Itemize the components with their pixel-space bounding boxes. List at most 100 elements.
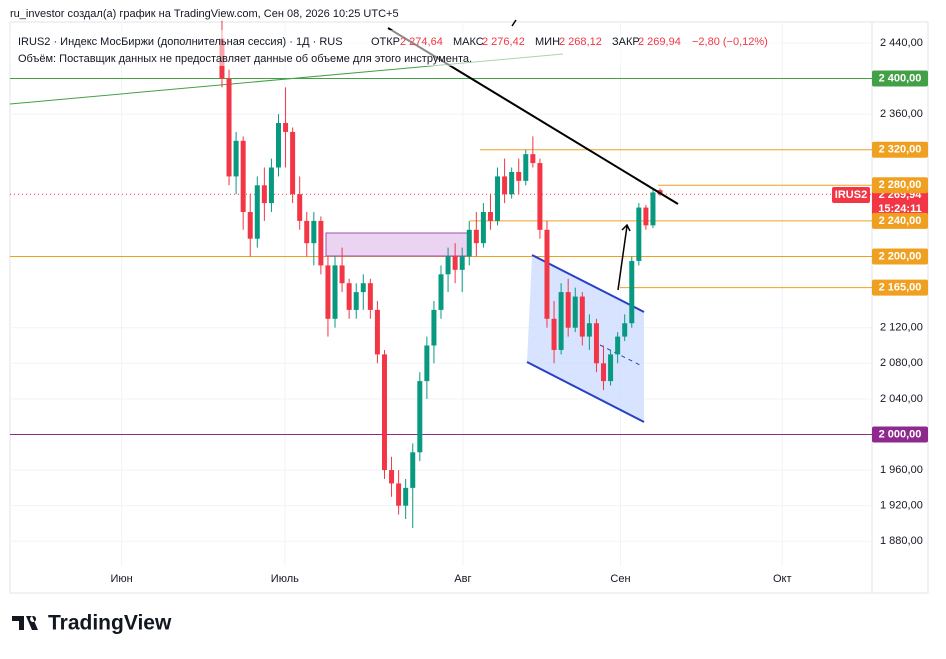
candle-body [593,323,599,364]
level-tag [872,70,928,87]
candle-body [438,274,444,310]
candle-body [452,256,458,270]
legend-volume: Объём: Поставщик данных не предоставляет… [18,53,472,65]
y-tick-label: 2 120,00 [880,322,923,334]
candle-body [601,363,607,382]
x-tick-label: Сен [610,573,630,585]
plot-frame [9,21,929,594]
candle-body [530,154,536,164]
candle-body [374,309,380,355]
candle-body [544,229,550,319]
candle-body [297,194,303,221]
candle-body [353,292,359,310]
candle-body [431,309,437,346]
candle-body [636,207,642,261]
candle-body [339,265,345,284]
logo: TradingView [12,612,172,635]
legend-open: 2 274,64 [400,36,443,48]
legend-low-label: МИН [535,36,560,48]
channel-bottom [526,361,645,423]
author-line: ru_investor создал(а) график на TradingV… [10,8,399,20]
candle-body [509,171,515,195]
y-tick-label: 2 040,00 [880,393,923,405]
level-tag-text: 2 165,00 [879,282,922,294]
x-tick-label: Авг [454,573,471,585]
candle-body [516,171,522,181]
candle-body [487,212,493,221]
level-tag [872,279,928,296]
legend-high-label: МАКС [453,36,484,48]
candle-body [572,296,578,328]
x-tick-label: Июн [111,573,133,585]
candle-body [389,470,395,484]
candle-body [367,283,373,310]
legend-bg [10,30,780,66]
symbol-tag [832,187,870,203]
candle-body [332,265,338,319]
candle-body [586,323,592,337]
candle-body [424,345,430,382]
candle-body [381,354,387,471]
channel-top [531,254,645,313]
candle-body [480,212,486,244]
x-tick-label: Окт [773,573,792,585]
arrow-head [621,223,631,232]
legend-high: 2 276,42 [482,36,525,48]
candle-body [622,323,628,337]
legend-close-label: ЗАКР [612,36,640,48]
level-tag-text: 2 320,00 [879,144,922,156]
level-tag [872,248,928,265]
candle-body [445,256,451,275]
candle-body [247,212,253,239]
drawings [9,53,645,423]
price-tag [872,187,928,217]
candle-body [615,336,621,355]
candle-body [473,229,479,244]
candle-body [254,185,260,239]
logo-text: TradingView [48,612,172,635]
candle-body [650,192,656,226]
candle-body [629,260,635,324]
candle-body [290,131,296,195]
level-tag-text: 2 200,00 [879,250,922,262]
candle-body [318,220,324,266]
level-tag [872,177,928,194]
countdown: 15:24:11 [878,203,921,215]
channel-fill [527,255,644,422]
candle-body [565,292,571,328]
candle-body [346,283,352,310]
candle-body [233,140,239,177]
y-tick-label: 1 960,00 [880,464,923,476]
y-tick-label: 2 080,00 [880,357,923,369]
candle-body [261,185,267,204]
candle-body [551,318,557,350]
candle-body [466,229,472,257]
level-tag [872,141,928,158]
candle-body [495,176,501,221]
candle-body [579,296,585,337]
level-tag-text: 2 240,00 [879,215,922,227]
candle-body [558,292,564,350]
candle-body [325,265,331,319]
symbol-tag-text: IRUS2 [835,189,867,201]
candle-body [410,452,416,488]
candle-body [608,354,614,382]
trend-stub [511,19,517,27]
level-tag-text: 2 000,00 [879,428,922,440]
candle-body [523,154,529,181]
level-tag [872,212,928,229]
y-tick-label: 1 920,00 [880,500,923,512]
candle-body [360,283,366,293]
x-tick-label: Июль [271,573,299,585]
candle-body [311,220,317,244]
level-tag [872,426,928,443]
candle-body [417,381,423,453]
candle-body [226,78,232,177]
level-tag-text: 2 400,00 [879,72,922,84]
candle-body [502,176,508,195]
legend-symbol: IRUS2 · Индекс МосБиржи (дополнительная … [18,36,343,48]
y-tick-label: 1 880,00 [880,535,923,547]
level-tag-text: 2 280,00 [879,179,922,191]
legend-change: −2,80 (−0,12%) [692,36,768,48]
